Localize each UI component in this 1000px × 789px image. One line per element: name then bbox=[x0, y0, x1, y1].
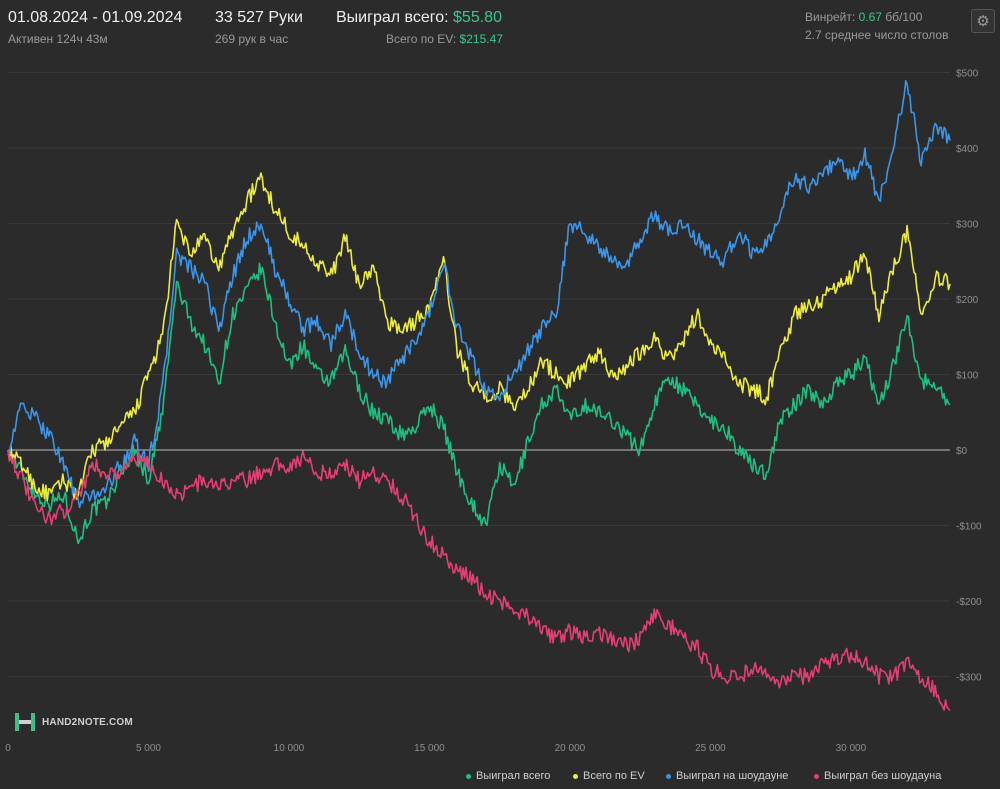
x-axis-ticks: 0 5 000 10 000 15 000 20 000 25 000 30 000 bbox=[5, 743, 866, 754]
gear-icon[interactable]: ⚙ bbox=[971, 9, 995, 33]
winrate: Винрейт: 0.67 бб/100 bbox=[805, 10, 922, 24]
legend-dot bbox=[466, 773, 471, 779]
x-tick-label: 15 000 bbox=[414, 743, 445, 754]
x-tick-label: 0 bbox=[5, 743, 11, 754]
y-tick-label: $0 bbox=[956, 446, 968, 457]
winrate-unit: бб/100 bbox=[885, 10, 923, 24]
legend-label: Выиграл на шоудауне bbox=[676, 770, 789, 782]
x-tick-label: 5 000 bbox=[136, 743, 161, 754]
hand2note-logo-icon bbox=[15, 713, 35, 731]
legend-label: Выиграл всего bbox=[476, 770, 551, 782]
won-total: Выиграл всего: $55.80 bbox=[336, 9, 502, 27]
logo: HAND2NOTE.COM bbox=[14, 712, 133, 732]
stats-header: 01.08.2024 - 01.09.2024 Активен 124ч 43м… bbox=[0, 0, 1000, 60]
x-tick-label: 30 000 bbox=[836, 743, 867, 754]
hands-per-hour: 269 рук в час bbox=[215, 32, 289, 46]
y-tick-label: -$100 bbox=[956, 522, 982, 533]
logo-text: HAND2NOTE.COM bbox=[42, 716, 133, 728]
ev-total: Всего по EV: $215.47 bbox=[386, 32, 503, 46]
y-tick-label: -$300 bbox=[956, 673, 982, 684]
series-lines bbox=[7, 80, 951, 712]
legend-item-non-showdown[interactable]: Выиграл без шоудауна bbox=[814, 769, 941, 783]
y-tick-label: $500 bbox=[956, 69, 979, 80]
ev-label: Всего по EV: bbox=[386, 32, 457, 46]
date-range: 01.08.2024 - 01.09.2024 bbox=[8, 9, 183, 26]
legend-label: Всего по EV bbox=[583, 770, 645, 782]
x-tick-label: 25 000 bbox=[695, 743, 726, 754]
won-total-value: $55.80 bbox=[453, 9, 502, 26]
legend-item-won-total[interactable]: Выиграл всего bbox=[466, 769, 550, 783]
legend-dot bbox=[814, 773, 819, 779]
legend-dot bbox=[573, 773, 578, 779]
legend-dot bbox=[666, 773, 671, 779]
x-tick-label: 20 000 bbox=[555, 743, 586, 754]
y-tick-label: $200 bbox=[956, 295, 979, 306]
won-total-label: Выиграл всего: bbox=[336, 9, 449, 26]
avg-tables: 2.7 среднее число столов bbox=[805, 28, 949, 42]
winrate-value: 0.67 bbox=[858, 10, 882, 24]
series-line-2 bbox=[7, 80, 951, 509]
legend-item-showdown[interactable]: Выиграл на шоудауне bbox=[666, 769, 788, 783]
series-line-1 bbox=[7, 172, 951, 502]
series-line-0 bbox=[7, 262, 951, 545]
y-tick-label: $300 bbox=[956, 220, 979, 231]
winrate-label: Винрейт: bbox=[805, 10, 856, 24]
y-tick-label: $400 bbox=[956, 144, 979, 155]
graph: $500 $400 $300 $200 $100 $0 -$100 -$200 -$300 0 5… bbox=[5, 69, 982, 755]
y-tick-label: $100 bbox=[956, 371, 979, 382]
hands-count: 33 527 Руки bbox=[215, 9, 303, 26]
active-time: Активен 124ч 43м bbox=[8, 32, 108, 46]
legend-item-ev[interactable]: Всего по EV bbox=[573, 769, 645, 783]
x-tick-label: 10 000 bbox=[274, 743, 305, 754]
y-axis-ticks: $500 $400 $300 $200 $100 $0 -$100 -$200 -$300 bbox=[956, 69, 982, 684]
series-line-3 bbox=[7, 449, 951, 712]
ev-value: $215.47 bbox=[459, 32, 503, 46]
y-tick-label: -$200 bbox=[956, 597, 982, 608]
legend-label: Выиграл без шоудауна bbox=[824, 770, 942, 782]
